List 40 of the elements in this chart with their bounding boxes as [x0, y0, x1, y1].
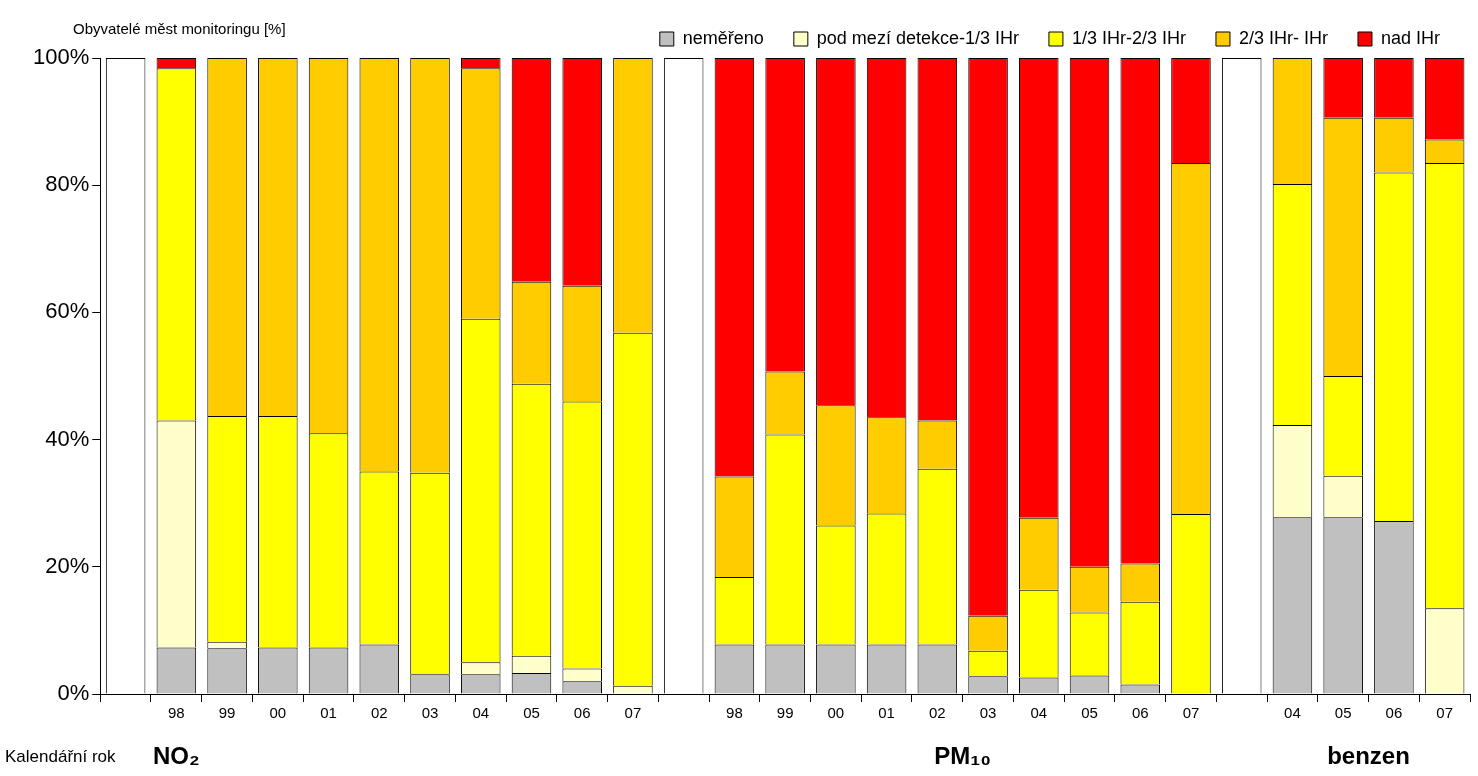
legend-label: 2/3 IHr- IHr [1238, 27, 1328, 48]
x-tick-label: 06 [573, 704, 591, 722]
x-tick-label: 99 [218, 704, 236, 722]
y-tick-label: 40% [45, 425, 90, 451]
x-tick-label: 04 [472, 704, 490, 722]
x-tick-label: 01 [320, 704, 337, 722]
legend-label: 1/3 IHr-2/3 IHr [1071, 27, 1186, 48]
x-tick-label: 04 [1284, 704, 1301, 722]
x-tick-label: 00 [269, 704, 287, 722]
x-tick-label: 04 [1030, 704, 1048, 722]
x-tick-label: 00 [827, 704, 845, 722]
legend-label: pod mezí detekce-1/3 IHr [816, 27, 1019, 48]
legend-label: neměřeno [682, 27, 764, 48]
x-tick-label: 06 [1385, 704, 1403, 722]
x-tick-label: 03 [421, 704, 439, 722]
legend-label: nad IHr [1380, 27, 1441, 48]
text: PM₁₀ [934, 741, 992, 769]
x-tick-label: 01 [878, 704, 895, 722]
y-tick-label: 80% [45, 171, 90, 197]
y-tick-label: 20% [45, 552, 90, 578]
x-tick-label: 05 [1081, 704, 1098, 722]
x-tick-label: 07 [624, 704, 642, 722]
x-tick-label: 99 [776, 704, 794, 722]
x-tick-label: 07 [1436, 704, 1453, 722]
y-tick-label: 100% [32, 44, 90, 70]
x-tick-label: 06 [1131, 704, 1149, 722]
x-tick-label: 07 [1182, 704, 1200, 722]
text: NO₂ [153, 741, 200, 769]
x-tick-label: 03 [979, 704, 997, 722]
y-axis-title: Obyvatelé měst monitoringu [%] [73, 20, 286, 38]
y-tick-label: 60% [45, 298, 90, 324]
x-axis-title: Kalendářní rok [5, 746, 117, 766]
x-tick-label: 02 [928, 704, 946, 722]
x-tick-label: 05 [523, 704, 540, 722]
x-tick-label: 02 [370, 704, 388, 722]
y-tick-label: 0% [57, 680, 90, 706]
text: benzen [1327, 741, 1410, 769]
x-tick-label: 98 [168, 704, 185, 722]
x-tick-label: 98 [726, 704, 743, 722]
x-tick-label: 05 [1334, 704, 1352, 722]
